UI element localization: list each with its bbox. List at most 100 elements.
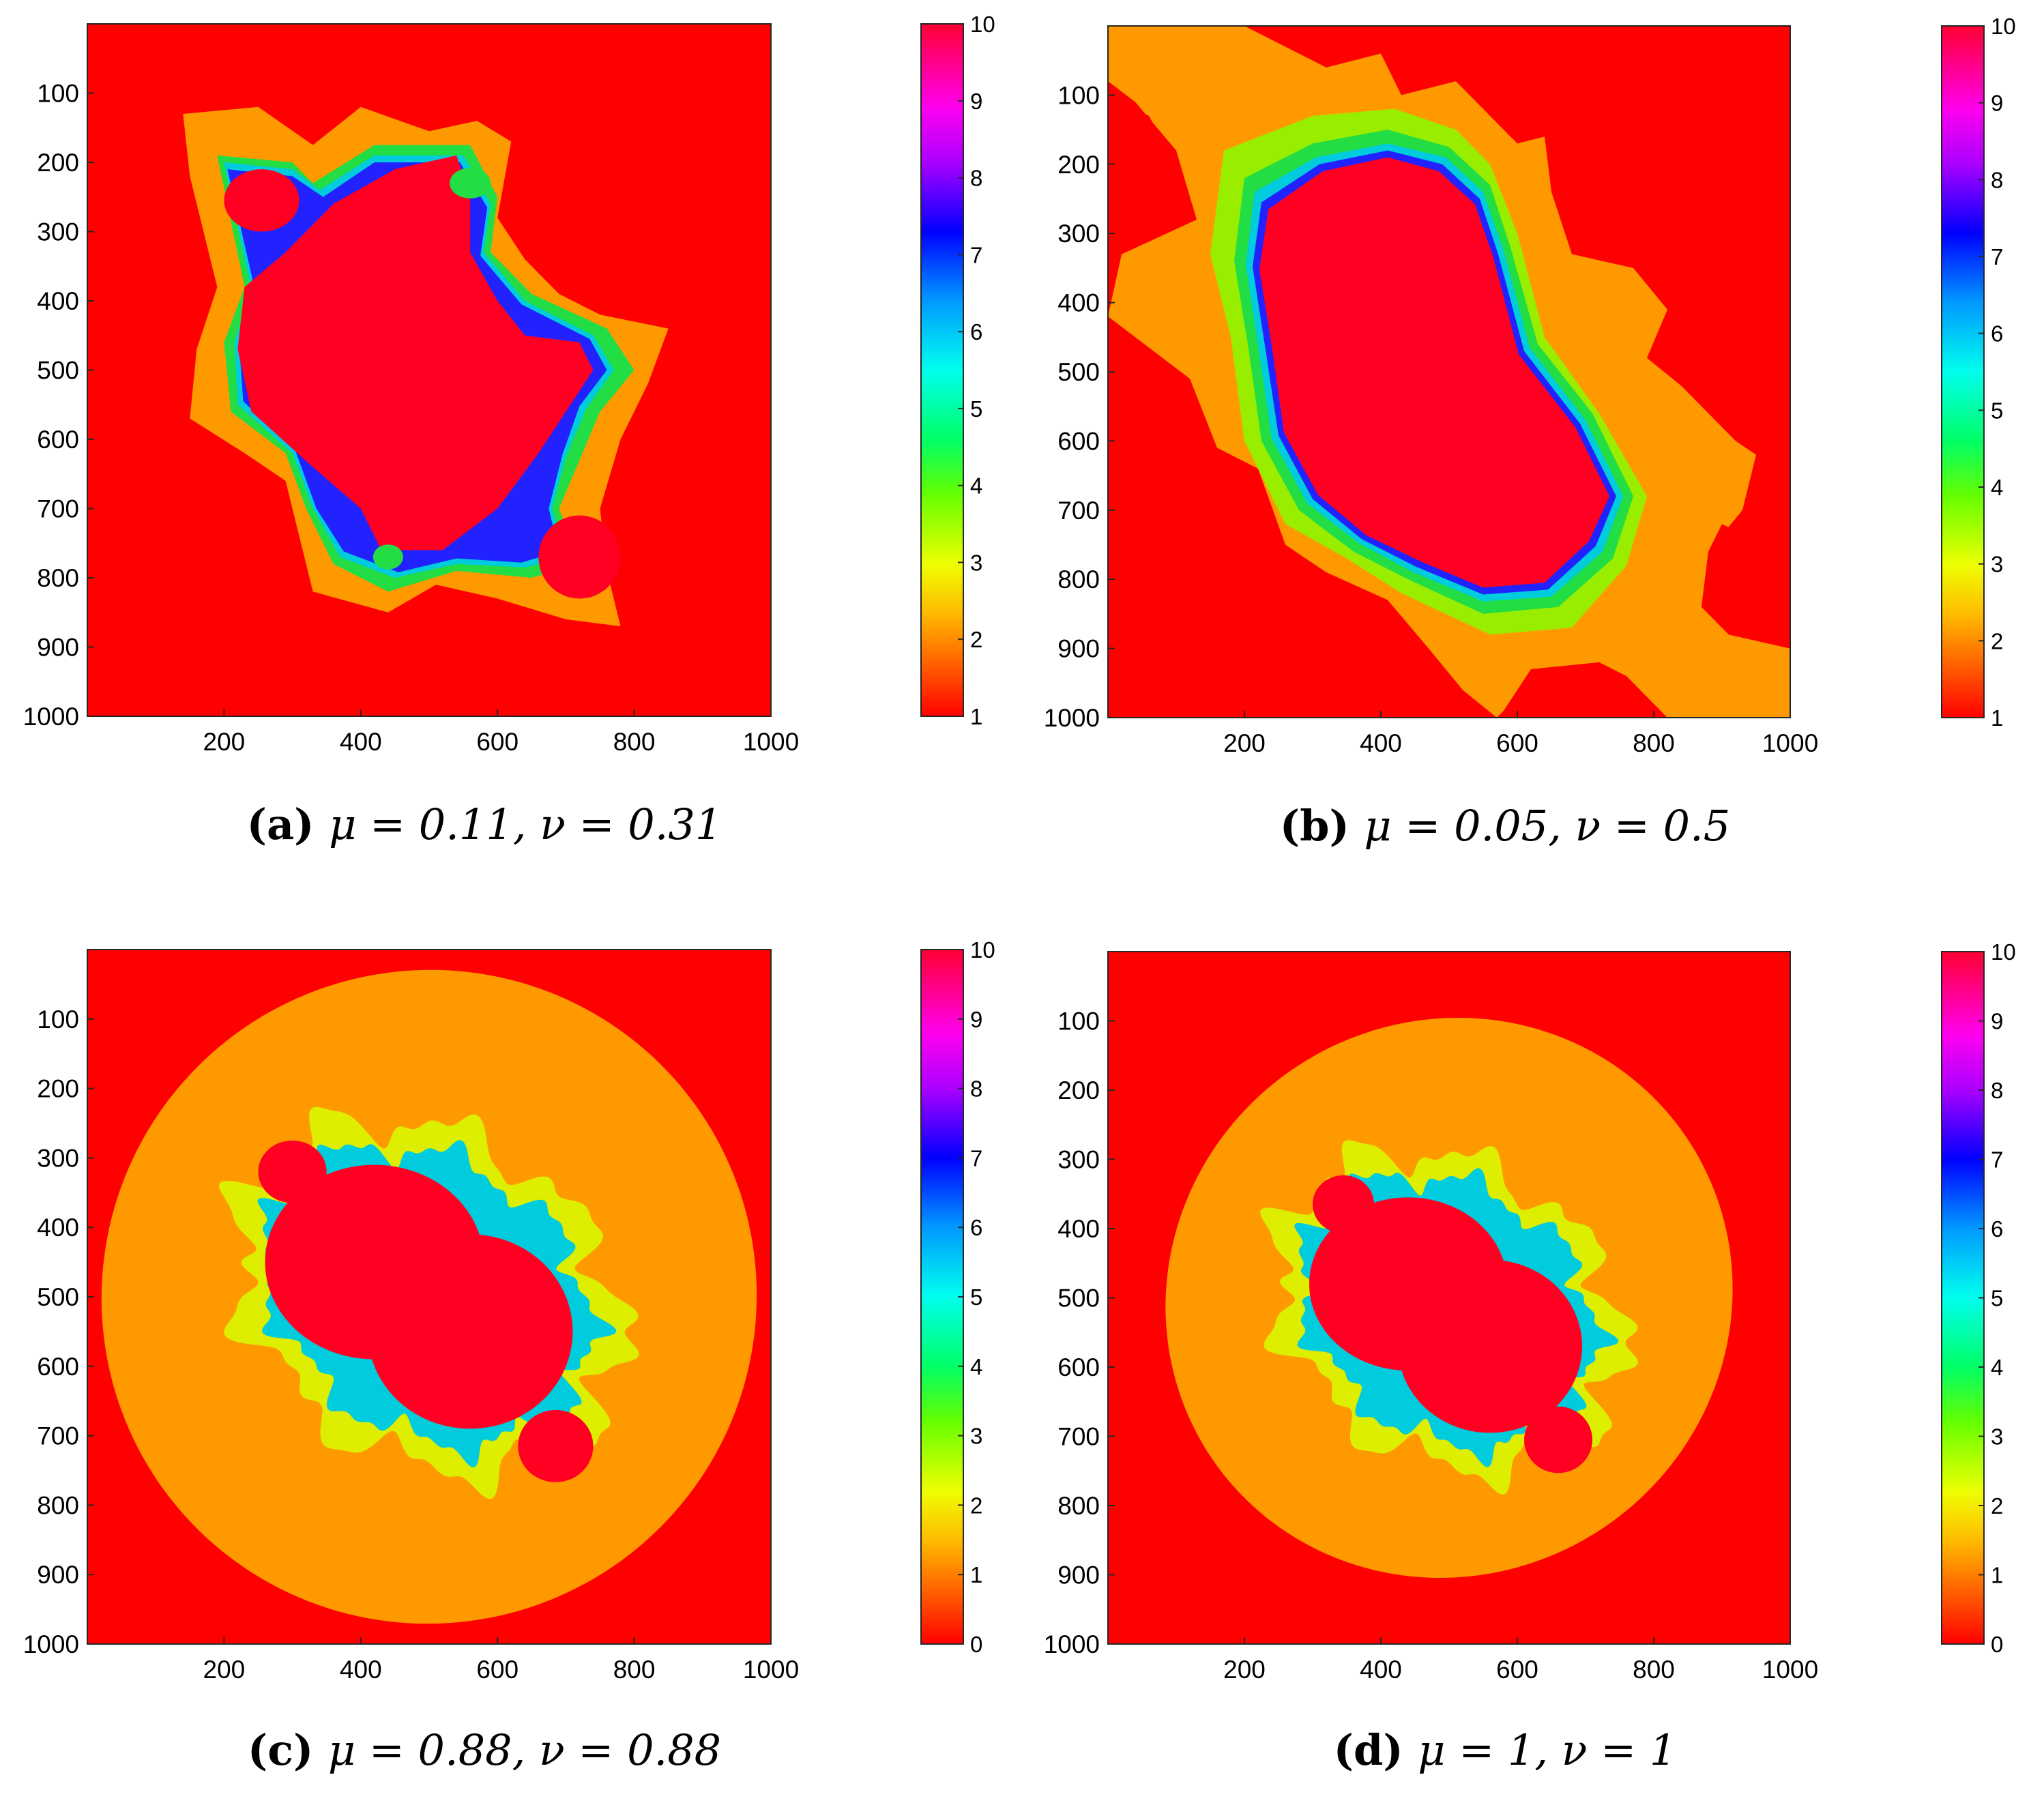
y-tick-label: 1000 [1044, 704, 1100, 732]
panel-caption: (b) μ = 0.05, ν = 0.5 [1280, 801, 1730, 851]
interior-main [1398, 1259, 1582, 1433]
y-tick-label: 500 [1057, 1285, 1100, 1312]
x-tick-label: 600 [1496, 729, 1538, 757]
colorbar-tick-label: 10 [970, 12, 995, 37]
colorbar-tick-label: 0 [970, 1632, 982, 1657]
y-tick-label: 800 [1057, 566, 1100, 593]
panel-caption: (a) μ = 0.11, ν = 0.31 [247, 799, 722, 849]
y-tick-label: 500 [37, 1283, 79, 1311]
x-tick-label: 200 [1223, 729, 1266, 757]
panel-caption-label: (b) [1280, 801, 1364, 851]
interior-main [367, 1234, 573, 1429]
colorbar-tick-label: 9 [970, 1007, 982, 1032]
colorbar-tick-label: 9 [970, 89, 982, 114]
y-tick-label: 700 [37, 495, 79, 523]
x-tick-label: 800 [1633, 1656, 1675, 1684]
panel-a: 200 400 600 800 1000 100 200 300 400 500 600 700 800… [23, 12, 995, 849]
interior-bulb-right [518, 1409, 594, 1482]
y-tick-label: 400 [37, 287, 79, 315]
panel-caption-params: μ = 0.05, ν = 0.5 [1364, 801, 1730, 851]
y-tick-label: 900 [1057, 1561, 1100, 1589]
colorbar-tick-label: 5 [970, 1285, 982, 1310]
interior-bulb-left [224, 169, 300, 232]
colorbar-tick-label: 6 [1991, 321, 2003, 347]
y-tick-label: 800 [37, 564, 79, 592]
x-tick-label: 1000 [1762, 729, 1818, 757]
panels: 200 400 600 800 1000100200300400500600700800… [23, 12, 2016, 1775]
colorbar [920, 23, 964, 717]
y-tick-label: 900 [1057, 635, 1100, 663]
x-tick-label: 800 [613, 1656, 656, 1684]
y-tick-label: 1000 [23, 703, 79, 731]
colorbar-tick-label: 4 [970, 473, 982, 499]
colorbar [1941, 951, 1985, 1645]
colorbar-tick-label: 8 [1991, 1078, 2003, 1103]
interior-bulb-right [1524, 1406, 1592, 1473]
x-tick-label: 400 [1360, 729, 1402, 757]
heatmap-shapes [1108, 26, 1790, 718]
y-tick-label: 300 [37, 1144, 79, 1172]
colorbar-tick-label: 10 [1991, 939, 2016, 965]
colorbar-tick-label: 5 [1991, 1286, 2003, 1311]
colorbar-tick-label: 2 [970, 1493, 982, 1518]
colorbar [920, 949, 964, 1645]
y-tick-label: 1000 [23, 1630, 79, 1658]
interior-bulb-right [538, 515, 621, 599]
y-tick-label: 500 [37, 357, 79, 385]
colorbar-tick-label: 3 [970, 550, 982, 575]
panel-caption-label: (a) [247, 799, 329, 849]
x-tick-label: 600 [476, 728, 519, 756]
colorbar-tick-label: 9 [1991, 91, 2003, 116]
colorbar-tick-label: 3 [1991, 1424, 2003, 1450]
panel-d: 200 400 600 800 1000100200300400500600700800… [1044, 939, 2016, 1775]
colorbar-tick-label: 7 [1991, 1147, 2003, 1173]
colorbar-tick-label: 10 [1991, 14, 2016, 39]
colorbar-tick-label: 4 [1991, 1355, 2003, 1380]
interior-bulb-left [1313, 1175, 1374, 1234]
y-tick-label: 200 [1057, 1076, 1100, 1104]
x-tick-label: 600 [1496, 1656, 1538, 1684]
colorbar-tick-label: 8 [970, 1076, 982, 1102]
colorbar-tick-label: 7 [1991, 244, 2003, 269]
boundary-spot-green [450, 168, 491, 199]
colorbar-tick-label: 1 [1991, 705, 2003, 731]
colorbar-tick-label: 2 [1991, 628, 2003, 654]
exterior-lobe [1108, 95, 1197, 261]
heatmap-shapes [101, 969, 757, 1624]
interior-main [237, 155, 594, 551]
y-tick-label: 400 [37, 1214, 79, 1242]
colorbar-tick-label: 1 [970, 1562, 982, 1587]
y-tick-label: 800 [1057, 1492, 1100, 1520]
x-tick-label: 1000 [1762, 1656, 1818, 1684]
y-tick-label: 300 [1057, 220, 1100, 248]
x-tick-label: 800 [613, 728, 656, 756]
y-tick-label: 1000 [1044, 1630, 1100, 1658]
y-tick-label: 900 [37, 1561, 79, 1589]
panel-caption-params: μ = 1, ν = 1 [1418, 1725, 1676, 1775]
panel-b: 200 400 600 800 1000 100 200 300 400 500 600 700 800… [1044, 14, 2016, 851]
y-tick-label: 600 [37, 1353, 79, 1381]
colorbar-tick-label: 5 [970, 396, 982, 422]
colorbar-tick-label: 1 [970, 704, 982, 729]
y-tick-label: 100 [1057, 81, 1100, 109]
y-tick-label: 600 [1057, 427, 1100, 455]
interior-main [1259, 157, 1609, 588]
interior-bulb-left [258, 1140, 327, 1203]
y-tick-label: 500 [1057, 358, 1100, 386]
heatmap-shapes [183, 106, 669, 627]
x-tick-label: 400 [340, 1656, 382, 1684]
colorbar-tick-label: 4 [1991, 475, 2003, 500]
y-tick-label: 700 [37, 1422, 79, 1450]
x-tick-label: 600 [476, 1656, 519, 1684]
y-tick-label: 900 [37, 634, 79, 662]
y-tick-label: 100 [1057, 1008, 1100, 1036]
y-tick-label: 300 [1057, 1146, 1100, 1174]
y-tick-label: 100 [37, 1006, 79, 1033]
colorbar-tick-label: 9 [1991, 1009, 2003, 1034]
panel-caption-label: (d) [1334, 1725, 1418, 1775]
x-tick-label: 400 [340, 728, 382, 756]
colorbar-tick-label: 7 [970, 1145, 982, 1171]
colorbar-tick-label: 2 [1991, 1493, 2003, 1518]
y-tick-label: 600 [37, 426, 79, 454]
